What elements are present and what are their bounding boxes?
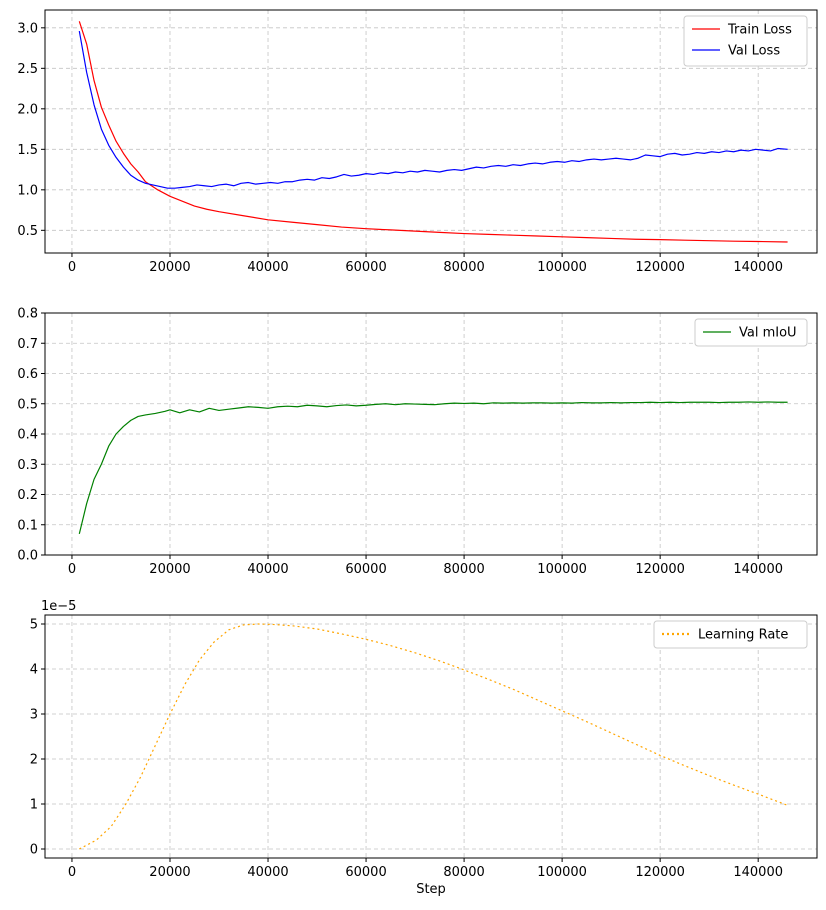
x-axis-label: Step: [416, 882, 446, 897]
plot-frame: [44, 9, 818, 254]
plot-frame: [44, 614, 818, 859]
x-tick-label: 120000: [635, 865, 685, 880]
subplot-learning-rate: 0 20000 40000 60000 80000 100000 120000 140000 0…: [30, 599, 818, 897]
y-tick-label: 3: [30, 708, 38, 723]
y-tick-label: 2.5: [17, 62, 38, 77]
x-tick-label: 20000: [149, 865, 190, 880]
x-tick-label: 140000: [733, 562, 783, 577]
legend: Train Loss Val Loss: [683, 15, 808, 67]
x-tick-label: 80000: [443, 562, 484, 577]
y-tick-label: 1: [30, 798, 38, 813]
y-tick-label: 0.2: [17, 488, 38, 503]
y-tick-label: 0.5: [17, 397, 38, 412]
y-tick-label: 1.0: [17, 183, 38, 198]
y-tick-label: 2: [30, 753, 38, 768]
y-tick-label: 0.1: [17, 518, 38, 533]
subplot-loss: 0 20000 40000 60000 80000 100000 120000 140000 0…: [17, 9, 818, 275]
x-tick-label: 0: [68, 865, 76, 880]
x-tick-label: 80000: [443, 260, 484, 275]
y-tick-label: 2.0: [17, 102, 38, 117]
legend-label-train-loss: Train Loss: [727, 23, 792, 38]
y-tick-label: 4: [30, 663, 38, 678]
y-tick-label: 0: [30, 843, 38, 858]
y-tick-label: 0.6: [17, 367, 38, 382]
legend-label-val-loss: Val Loss: [728, 44, 780, 59]
series-line-learning-rate: [79, 623, 788, 850]
x-tick-label: 20000: [149, 562, 190, 577]
y-tick-label: 0.3: [17, 458, 38, 473]
x-tick-label: 120000: [635, 260, 685, 275]
legend-label-val-miou: Val mIoU: [739, 326, 797, 341]
x-tick-label: 120000: [635, 562, 685, 577]
y-tick-label: 0.8: [17, 307, 38, 322]
x-tick-label: 0: [68, 260, 76, 275]
x-tick-label: 60000: [345, 562, 386, 577]
subplot-miou: 0 20000 40000 60000 80000 100000 120000 140000 0…: [17, 307, 818, 577]
legend: Learning Rate: [653, 620, 808, 649]
x-tick-label: 140000: [733, 260, 783, 275]
x-tick-label: 80000: [443, 865, 484, 880]
y-tick-label: 0.7: [17, 337, 38, 352]
series-line-val-miou: [78, 401, 788, 534]
x-tick-label: 40000: [247, 260, 288, 275]
y-offset-label: 1e−5: [41, 599, 76, 614]
y-tick-label: 3.0: [17, 21, 38, 36]
series-line-val-loss: [78, 30, 788, 189]
x-tick-label: 100000: [537, 865, 587, 880]
y-tick-label: 0.0: [17, 549, 38, 564]
y-tick-label: 0.5: [17, 224, 38, 239]
legend-label-learning-rate: Learning Rate: [698, 628, 788, 643]
x-tick-label: 40000: [247, 865, 288, 880]
legend-frame: [694, 318, 808, 347]
legend: Val mIoU: [694, 318, 808, 347]
x-tick-label: 20000: [149, 260, 190, 275]
series-line-train-loss: [78, 21, 788, 243]
x-tick-label: 100000: [537, 260, 587, 275]
y-tick-label: 1.5: [17, 143, 38, 158]
x-tick-label: 40000: [247, 562, 288, 577]
x-tick-label: 140000: [733, 865, 783, 880]
y-tick-label: 0.4: [17, 428, 38, 443]
legend-frame: [653, 620, 808, 649]
x-tick-label: 60000: [345, 260, 386, 275]
x-tick-label: 100000: [537, 562, 587, 577]
x-tick-label: 60000: [345, 865, 386, 880]
y-tick-label: 5: [30, 618, 38, 633]
x-tick-label: 0: [68, 562, 76, 577]
